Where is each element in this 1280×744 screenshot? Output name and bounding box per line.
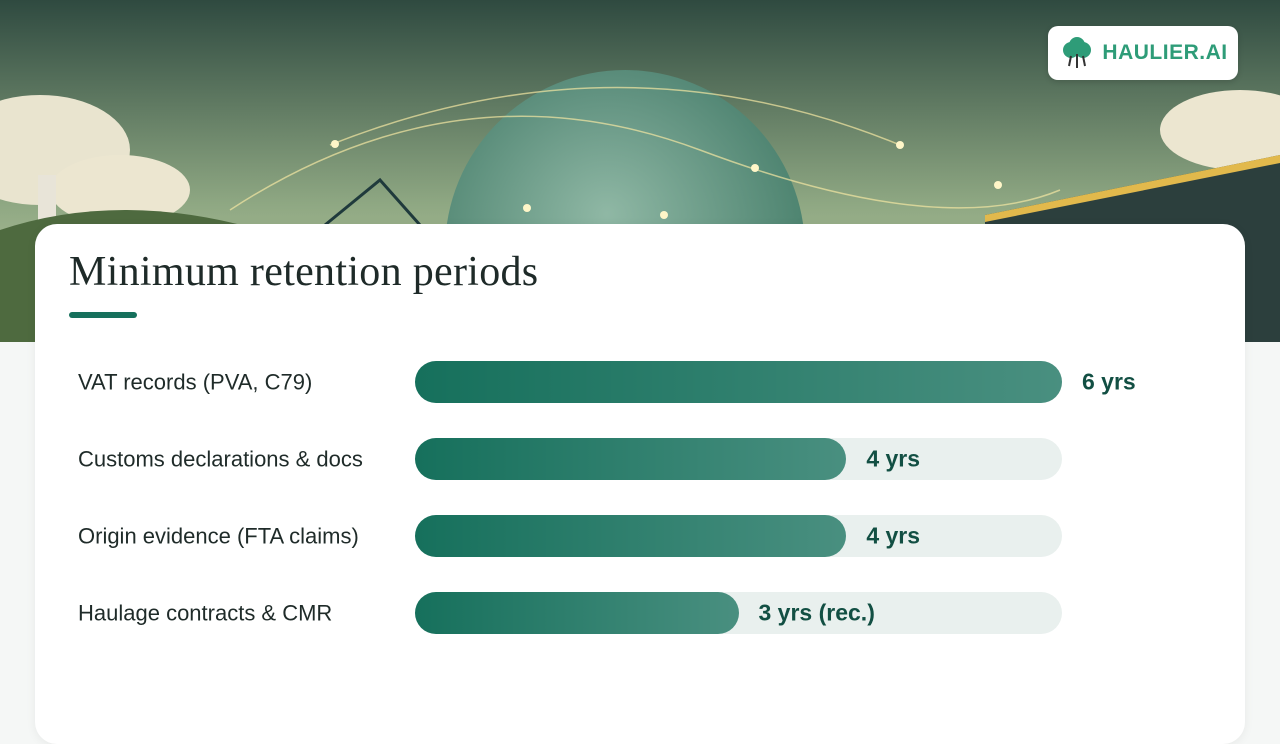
category-label: VAT records (PVA, C79): [78, 369, 313, 395]
bar: [415, 438, 847, 480]
bar: [415, 515, 847, 557]
bar: [415, 361, 1062, 403]
title-underline: [69, 312, 137, 318]
category-label: Customs declarations & docs: [78, 446, 363, 472]
category-label: Origin evidence (FTA claims): [78, 523, 359, 549]
logo-icon: [1063, 37, 1092, 68]
value-label: 6 yrs: [1082, 368, 1136, 395]
value-label: 3 yrs (rec.): [758, 599, 875, 626]
value-label: 4 yrs: [866, 522, 921, 549]
bar: [415, 592, 739, 634]
chart-title: Minimum retention periods: [69, 249, 539, 295]
card: Minimum retention periods VAT records (P…: [35, 224, 1245, 744]
logo[interactable]: HAULIER.AI: [1048, 26, 1238, 80]
page: HAULIER.AI Minimum retention periods VAT…: [0, 0, 1280, 634]
category-label: Haulage contracts & CMR: [78, 600, 333, 626]
value-label: 4 yrs: [866, 445, 921, 472]
logo-text: HAULIER.AI: [1102, 41, 1228, 64]
